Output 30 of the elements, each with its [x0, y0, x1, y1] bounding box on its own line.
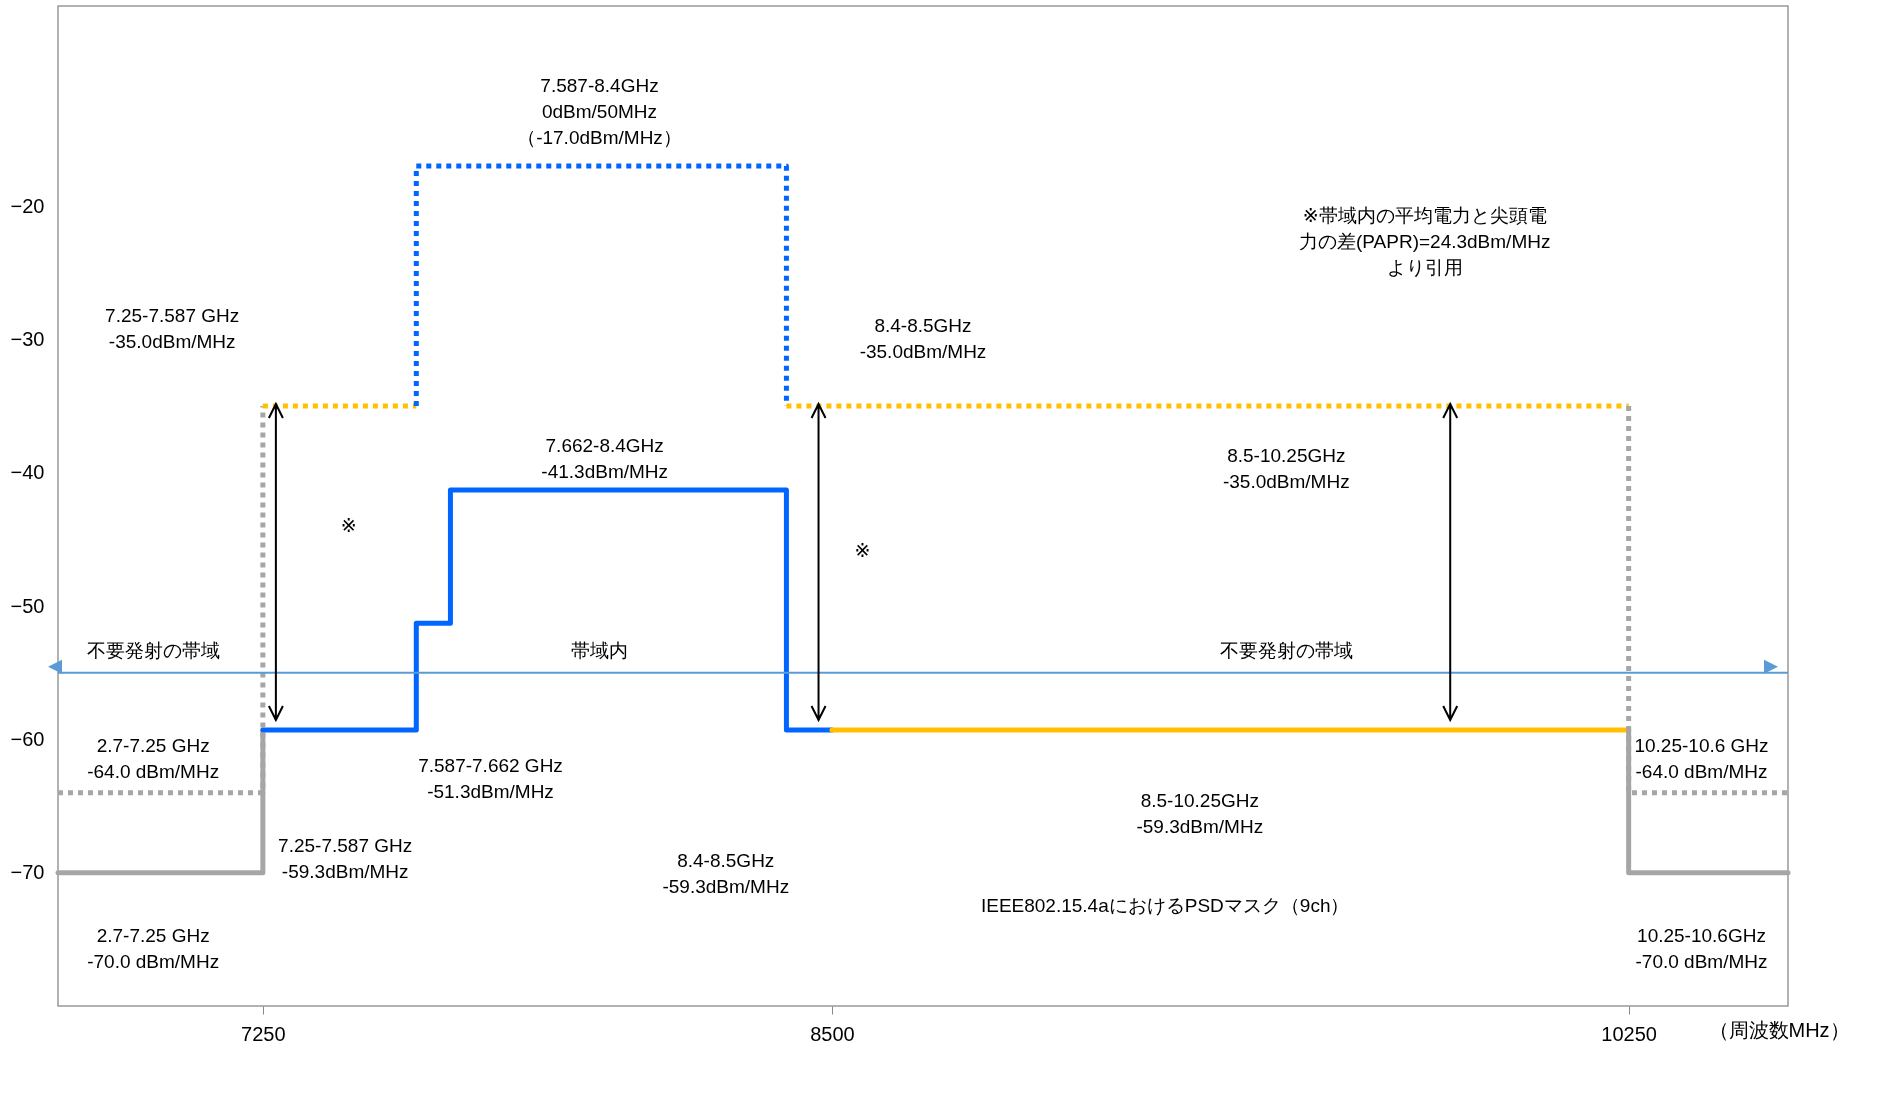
annotation: 10.25-10.6GHz -70.0 dBm/MHz [1635, 925, 1768, 972]
y-tick-label: −50 [10, 594, 45, 617]
x-tick-label: 10250 [1601, 1022, 1657, 1045]
y-tick-label: −70 [10, 861, 45, 884]
annotation: 10.25-10.6 GHz -64.0 dBm/MHz [1634, 735, 1769, 782]
annotation: 7.25-7.587 GHz -59.3dBm/MHz [278, 835, 413, 882]
annotation: 7.587-7.662 GHz -51.3dBm/MHz [418, 755, 563, 802]
annotation: 8.4-8.5GHz -59.3dBm/MHz [662, 850, 790, 897]
annotation: ※ [854, 540, 871, 561]
annotation: 8.5-10.25GHz -59.3dBm/MHz [1136, 790, 1264, 837]
y-tick-label: −40 [10, 461, 45, 484]
y-tick-label: −60 [10, 727, 45, 750]
annotation: 帯域内 [570, 640, 628, 661]
annotation: 7.587-8.4GHz 0dBm/50MHz （-17.0dBm/MHz） [517, 75, 682, 148]
annotation: 8.4-8.5GHz -35.0dBm/MHz [859, 315, 987, 362]
annotation: 不要発射の帯域 [1219, 640, 1353, 661]
y-tick-label: −20 [10, 194, 45, 217]
annotation: IEEE802.15.4aにおけるPSDマスク（9ch） [980, 895, 1350, 916]
y-tick-label: −30 [10, 327, 45, 350]
x-tick-label: 7250 [241, 1022, 286, 1045]
annotation: 8.5-10.25GHz -35.0dBm/MHz [1222, 445, 1350, 492]
annotation: ※ [340, 515, 357, 536]
annotation: 2.7-7.25 GHz -70.0 dBm/MHz [87, 925, 220, 972]
annotation: 7.662-8.4GHz -41.3dBm/MHz [541, 435, 669, 482]
annotation: 不要発射の帯域 [86, 640, 220, 661]
annotation: 2.7-7.25 GHz -64.0 dBm/MHz [87, 735, 220, 782]
x-axis-title: （周波数MHz） [1708, 1018, 1850, 1041]
annotation: 7.25-7.587 GHz -35.0dBm/MHz [105, 305, 240, 352]
annotation: ※帯域内の平均電力と尖頭電力の差(PAPR)=24.3dBm/MHzより引用 [1298, 205, 1551, 278]
x-tick-label: 8500 [810, 1022, 855, 1045]
